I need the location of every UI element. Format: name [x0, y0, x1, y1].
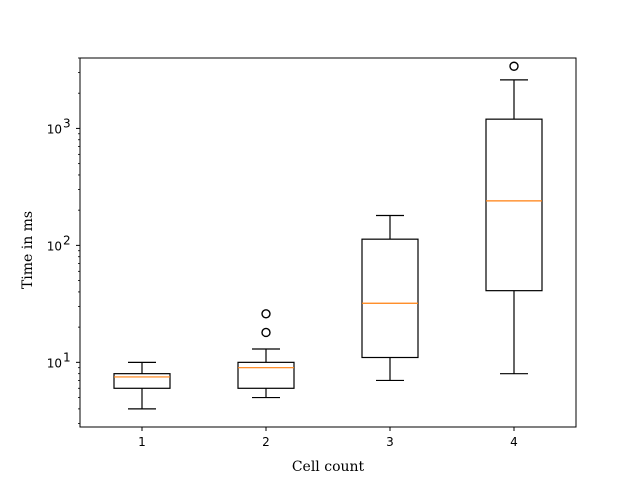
y-tick-label: 10: [47, 239, 62, 253]
plot-layer: [113, 61, 543, 410]
iqr-box: [113, 373, 171, 389]
x-tick-label: 4: [510, 435, 518, 449]
outlier-point: [261, 327, 271, 338]
x-axis-label: Cell count: [292, 459, 365, 475]
y-tick-label: 10: [47, 122, 62, 136]
box-group-1: [113, 361, 171, 410]
outlier-point: [261, 309, 271, 319]
box-group-4: [485, 61, 543, 375]
outlier-point: [509, 61, 519, 71]
y-tick-exponent: 2: [63, 233, 71, 247]
iqr-box: [485, 118, 543, 292]
x-tick-label: 2: [262, 435, 270, 449]
box-group-3: [361, 214, 419, 382]
plot-frame: [79, 57, 577, 428]
x-tick-label: 3: [386, 435, 394, 449]
y-tick-exponent: 1: [63, 350, 71, 364]
y-tick-exponent: 3: [63, 116, 71, 130]
y-tick-label: 10: [47, 356, 62, 370]
iqr-box: [237, 361, 295, 389]
x-tick-label: 1: [138, 435, 146, 449]
iqr-box: [361, 238, 419, 359]
box-group-2: [237, 309, 295, 399]
y-axis-label: Time in ms: [20, 211, 36, 289]
